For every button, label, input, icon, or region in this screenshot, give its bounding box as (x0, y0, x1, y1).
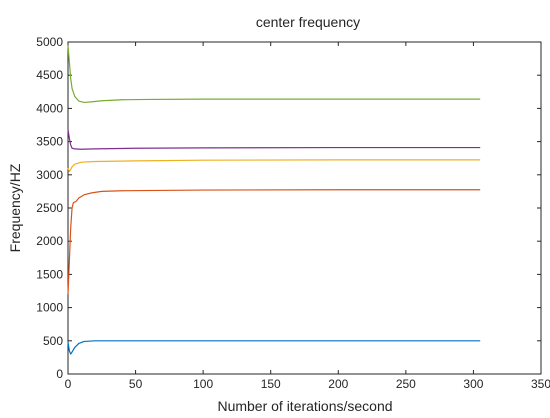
series-line-5 (67, 340, 481, 355)
x-tick-label: 250 (396, 377, 416, 391)
x-tick-label: 200 (328, 377, 348, 391)
series-line-1 (67, 45, 481, 104)
series-line-3 (67, 159, 481, 173)
y-tick-label: 2500 (36, 201, 63, 215)
x-tick-label: 150 (261, 377, 281, 391)
plot-area (67, 41, 542, 375)
x-axis-label: Number of iterations/second (217, 398, 392, 414)
y-tick-label: 0 (56, 367, 63, 381)
y-tick-label: 3500 (36, 135, 63, 149)
y-tick-label: 4000 (36, 101, 63, 115)
chart-title: center frequency (256, 14, 360, 30)
x-tick-label: 350 (531, 377, 550, 391)
y-tick-label: 4500 (36, 68, 63, 82)
y-tick-label: 500 (43, 334, 63, 348)
x-axis: 0 50 100 150 200 250 300 350 (65, 42, 550, 391)
y-tick-label: 5000 (36, 35, 63, 49)
x-tick-label: 0 (65, 377, 72, 391)
y-tick-label: 2000 (36, 234, 63, 248)
x-tick-label: 300 (463, 377, 483, 391)
y-tick-label: 3000 (36, 168, 63, 182)
series-line-2 (67, 129, 481, 150)
y-axis: 0 500 1000 1500 2000 2500 3000 3500 4000 4500 5000 (36, 35, 541, 381)
y-tick-label: 1500 (36, 267, 63, 281)
y-axis-label: Frequency/HZ (7, 163, 23, 252)
series-group (67, 45, 481, 355)
x-tick-label: 50 (129, 377, 143, 391)
y-tick-label: 1000 (36, 301, 63, 315)
x-tick-label: 100 (193, 377, 213, 391)
series-line-4 (67, 189, 481, 295)
